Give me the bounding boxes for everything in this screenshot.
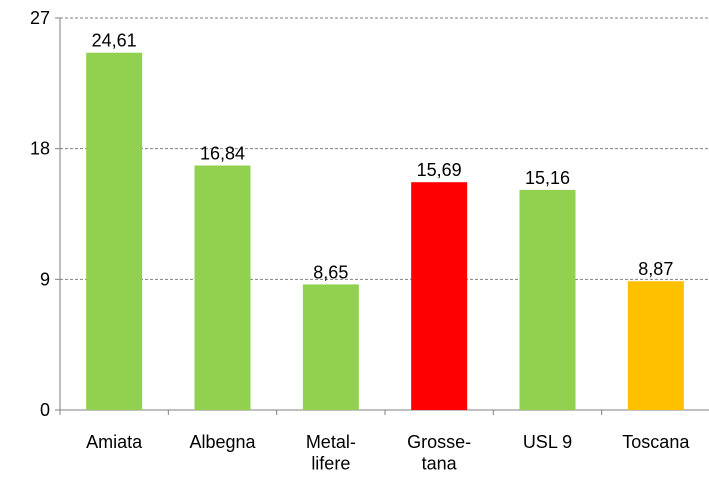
- y-tick-label: 0: [40, 400, 50, 420]
- bar: [411, 182, 468, 410]
- y-tick-label: 18: [30, 139, 50, 159]
- x-tick-label: Amiata: [86, 432, 143, 452]
- x-tick-label: USL 9: [523, 432, 572, 452]
- y-tick-label: 9: [40, 269, 50, 289]
- bar: [519, 189, 576, 410]
- x-tick-label: Grosse-tana: [407, 432, 471, 474]
- data-label: 8,65: [313, 262, 348, 282]
- data-label: 15,69: [417, 160, 462, 180]
- y-tick-label: 27: [30, 8, 50, 28]
- bar: [302, 284, 359, 410]
- data-label: 8,87: [638, 259, 673, 279]
- x-tick-label: Albegna: [189, 432, 256, 452]
- data-label: 16,84: [200, 144, 245, 164]
- bar: [86, 52, 143, 411]
- bar: [627, 281, 684, 410]
- x-tick-label: Toscana: [622, 432, 690, 452]
- data-label: 24,61: [92, 31, 137, 51]
- bar: [194, 165, 251, 410]
- data-label: 15,16: [525, 168, 570, 188]
- x-tick-label: Metal-lifere: [306, 432, 356, 474]
